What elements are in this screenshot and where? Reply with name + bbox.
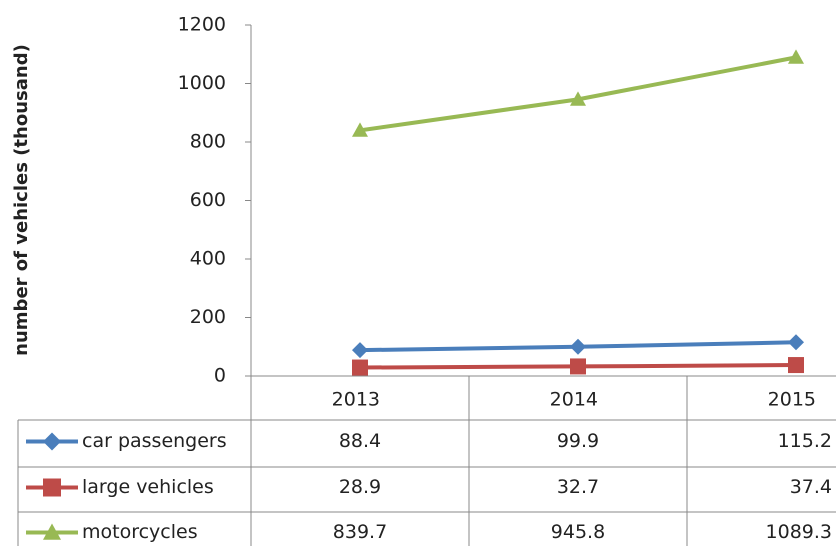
y-tick-label: 600	[190, 189, 226, 211]
y-tick-label: 800	[190, 131, 226, 153]
marker	[570, 338, 586, 355]
y-tick-label: 1200	[178, 14, 226, 36]
y-tick-label: 400	[190, 248, 226, 270]
y-tick-label: 0	[214, 365, 226, 387]
marker	[352, 122, 368, 137]
marker	[43, 432, 61, 451]
marker	[43, 478, 61, 497]
marker	[43, 523, 61, 540]
y-tick-label: 200	[190, 306, 226, 328]
legend-label: large vehicles	[82, 476, 214, 498]
marker	[570, 91, 586, 106]
table-value: 88.4	[339, 430, 381, 452]
table-value: 37.4	[790, 476, 832, 498]
marker	[352, 359, 368, 376]
marker	[788, 49, 804, 64]
x-tick-label: 2013	[332, 389, 380, 411]
legend-label: car passengers	[82, 430, 227, 452]
y-tick-label: 1000	[178, 72, 226, 94]
marker	[352, 342, 368, 359]
x-tick-label: 2014	[550, 389, 598, 411]
y-axis-label: number of vehicles (thousand)	[11, 44, 32, 356]
table-value: 99.9	[557, 430, 599, 452]
table-value: 32.7	[557, 476, 599, 498]
legend-label: motorcycles	[82, 521, 198, 543]
table-value: 115.2	[778, 430, 832, 452]
table-value: 1089.3	[766, 521, 832, 543]
marker	[788, 357, 804, 374]
marker	[788, 334, 804, 351]
table-value: 839.7	[333, 521, 387, 543]
x-tick-label: 2015	[768, 389, 816, 411]
table-value: 945.8	[551, 521, 605, 543]
table-value: 28.9	[339, 476, 381, 498]
marker	[570, 358, 586, 375]
